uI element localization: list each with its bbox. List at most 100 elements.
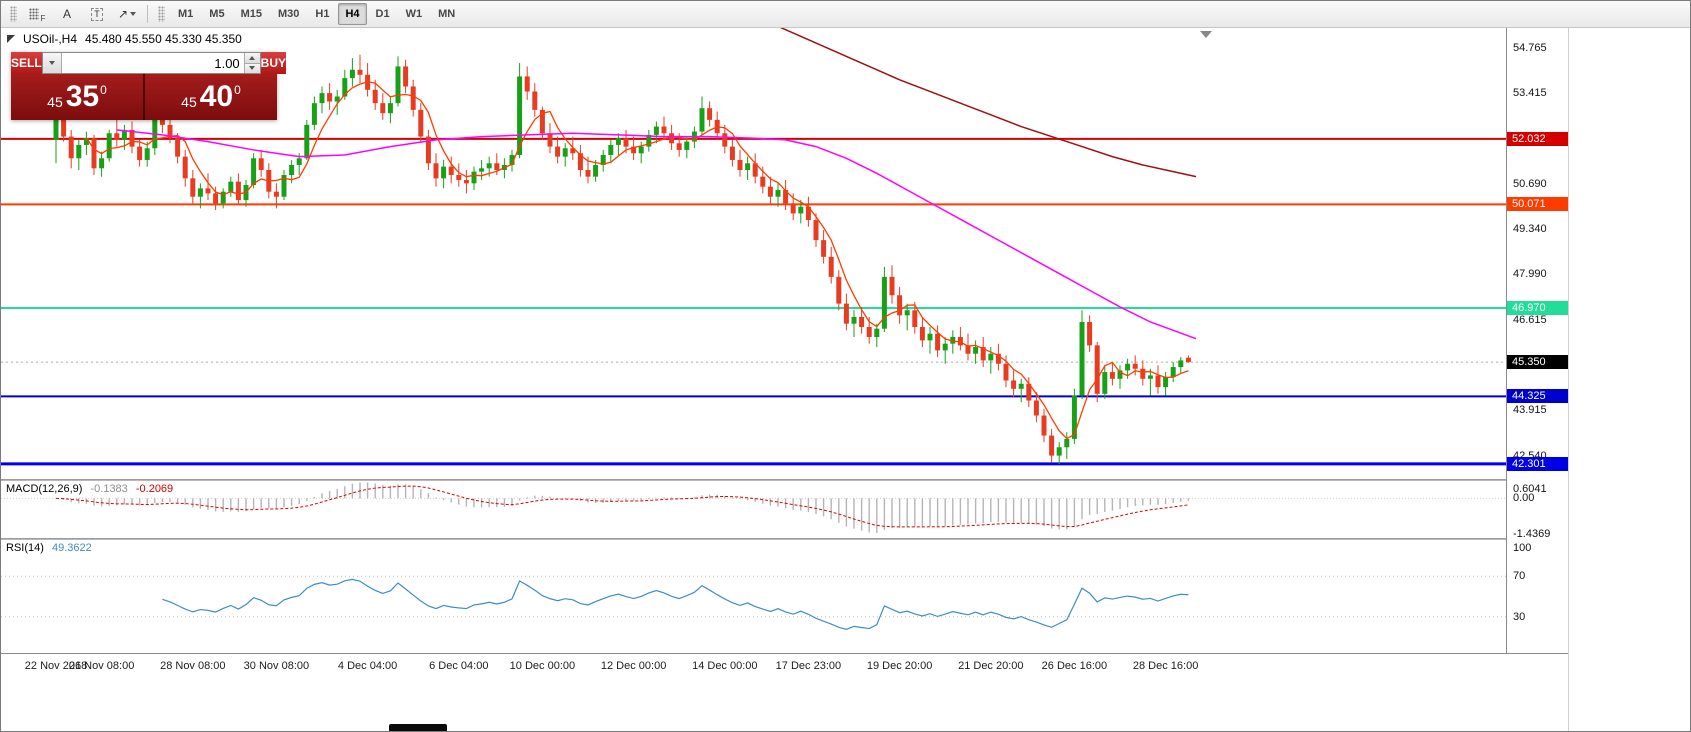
- price-level-label-52.032: 52.032: [1507, 131, 1569, 146]
- candle-body: [76, 144, 82, 159]
- pane-separator-rsi[interactable]: [1, 538, 1568, 540]
- macd-pane[interactable]: MACD(12,26,9) -0.1383 -0.2069: [1, 481, 1506, 538]
- timeframe-button-h4[interactable]: H4: [338, 3, 367, 25]
- arrow-tools-button[interactable]: ↗: [112, 2, 142, 26]
- candle-body: [798, 206, 804, 214]
- candle-body: [965, 345, 971, 354]
- candle-body: [1147, 375, 1153, 379]
- price-level-label-42.301: 42.301: [1507, 456, 1569, 471]
- sell-price-display[interactable]: 45 35 0: [11, 74, 143, 120]
- candle-body: [372, 89, 378, 104]
- candle-body: [273, 191, 279, 197]
- price-level-label-46.970: 46.970: [1507, 300, 1569, 315]
- moving-average-fast: [85, 81, 1189, 440]
- candle-body: [577, 153, 583, 170]
- annotation-a-icon: A: [62, 7, 71, 21]
- candle-body: [387, 103, 393, 114]
- timeframe-button-d1[interactable]: D1: [375, 8, 390, 20]
- moving-average-magenta: [116, 129, 1197, 340]
- timeframe-button-h1[interactable]: H1: [315, 8, 330, 20]
- timeframe-toolbar-grip[interactable]: [158, 6, 165, 22]
- time-axis[interactable]: 22 Nov 2018 26 Nov 08:00 28 Nov 08:00 30 No…: [1, 653, 1568, 679]
- sell-button[interactable]: SELL: [11, 52, 42, 74]
- price-tick-49.340: 49.340: [1513, 222, 1547, 235]
- rsi-value: 49.3622: [51, 542, 92, 554]
- candle-body: [311, 103, 317, 125]
- rsi-pane[interactable]: RSI(14) 49.3622: [1, 540, 1506, 653]
- chart-window: USOil-,H4 45.480 45.550 45.330 45.350 SE…: [1, 28, 1690, 731]
- candle-body: [327, 93, 333, 102]
- timeframe-button-w1[interactable]: W1: [405, 8, 423, 20]
- candle-body: [722, 133, 728, 147]
- candle-body: [190, 178, 196, 197]
- time-label: 22 Nov 2018: [24, 660, 88, 672]
- timeframe-button-m15[interactable]: M15: [240, 8, 262, 20]
- candle-body: [91, 138, 97, 169]
- candle-body: [1102, 372, 1108, 394]
- time-label: 21 Dec 20:00: [958, 660, 1024, 672]
- candle-body: [304, 124, 310, 159]
- candle-body: [1003, 363, 1009, 381]
- price-tick-54.765: 54.765: [1513, 41, 1547, 54]
- candle-body: [334, 96, 340, 102]
- candle-body: [684, 141, 690, 150]
- text-label-tool-button[interactable]: T: [82, 2, 112, 26]
- candle-body: [175, 138, 181, 157]
- candle-body: [555, 146, 561, 157]
- candle-body: [517, 76, 523, 155]
- candle-body: [1018, 383, 1024, 389]
- candle-body: [410, 86, 416, 110]
- candle-body: [729, 146, 735, 160]
- candle-body: [600, 154, 606, 165]
- candle-body: [1056, 447, 1062, 456]
- timeframe-button-mn[interactable]: MN: [438, 8, 456, 20]
- candle-body: [752, 163, 758, 177]
- candle-body: [61, 111, 67, 137]
- main-chart-pane[interactable]: USOil-,H4 45.480 45.550 45.330 45.350 SE…: [1, 28, 1506, 479]
- time-label: 17 Dec 23:00: [775, 660, 842, 672]
- candle-body: [197, 188, 203, 197]
- time-label: 30 Nov 08:00: [243, 660, 310, 672]
- candle-body: [380, 103, 386, 114]
- price-axis[interactable]: 54.765 53.415 50.690 49.340 47.990 46.615 43.9…: [1506, 28, 1569, 653]
- text-annotation-tool-button[interactable]: A: [52, 2, 82, 26]
- candle-body: [129, 129, 135, 147]
- time-label: 6 Dec 04:00: [429, 660, 489, 672]
- pattern-f-tool-button[interactable]: F: [22, 2, 52, 26]
- rsi-chart: [1, 575, 1506, 630]
- time-label: 28 Nov 08:00: [160, 660, 226, 672]
- candle-body: [631, 146, 637, 154]
- buy-button[interactable]: BUY: [260, 52, 287, 74]
- volume-up-button[interactable]: [244, 53, 260, 63]
- candle-body: [699, 108, 705, 132]
- candle-body: [319, 93, 325, 104]
- time-label: 4 Dec 04:00: [337, 660, 398, 672]
- volume-down-button[interactable]: [244, 62, 260, 73]
- pane-separator-macd[interactable]: [1, 479, 1568, 481]
- timeframe-button-m30[interactable]: M30: [277, 8, 300, 20]
- price-tick-47.990: 47.990: [1513, 267, 1547, 280]
- candle-body: [927, 333, 933, 341]
- horizontal-scrollbar-thumb[interactable]: [389, 724, 447, 731]
- candle-body: [137, 146, 143, 160]
- volume-input[interactable]: [61, 53, 244, 73]
- candle-body: [623, 138, 629, 147]
- candle-body: [463, 180, 469, 184]
- toolbar-grip[interactable]: [10, 6, 17, 22]
- timeframe-button-m5[interactable]: M5: [209, 8, 225, 20]
- text-label-icon: T: [91, 7, 103, 21]
- time-label: 10 Dec 00:00: [509, 660, 576, 672]
- rsi-scale-30: 30: [1513, 610, 1526, 623]
- buy-price-display[interactable]: 45 40 0: [145, 74, 277, 120]
- candle-body: [942, 343, 948, 351]
- candle-body: [524, 76, 530, 92]
- candle-body: [83, 138, 89, 145]
- candle-body: [342, 78, 348, 97]
- candle-body: [889, 276, 895, 296]
- volume-dropdown-button[interactable]: [42, 53, 62, 73]
- candle-body: [646, 134, 652, 147]
- macd-scale-0.6041: 0.6041: [1513, 483, 1547, 495]
- candle-body: [68, 136, 74, 159]
- candle-body: [1071, 395, 1077, 439]
- timeframe-button-m1[interactable]: M1: [178, 8, 194, 20]
